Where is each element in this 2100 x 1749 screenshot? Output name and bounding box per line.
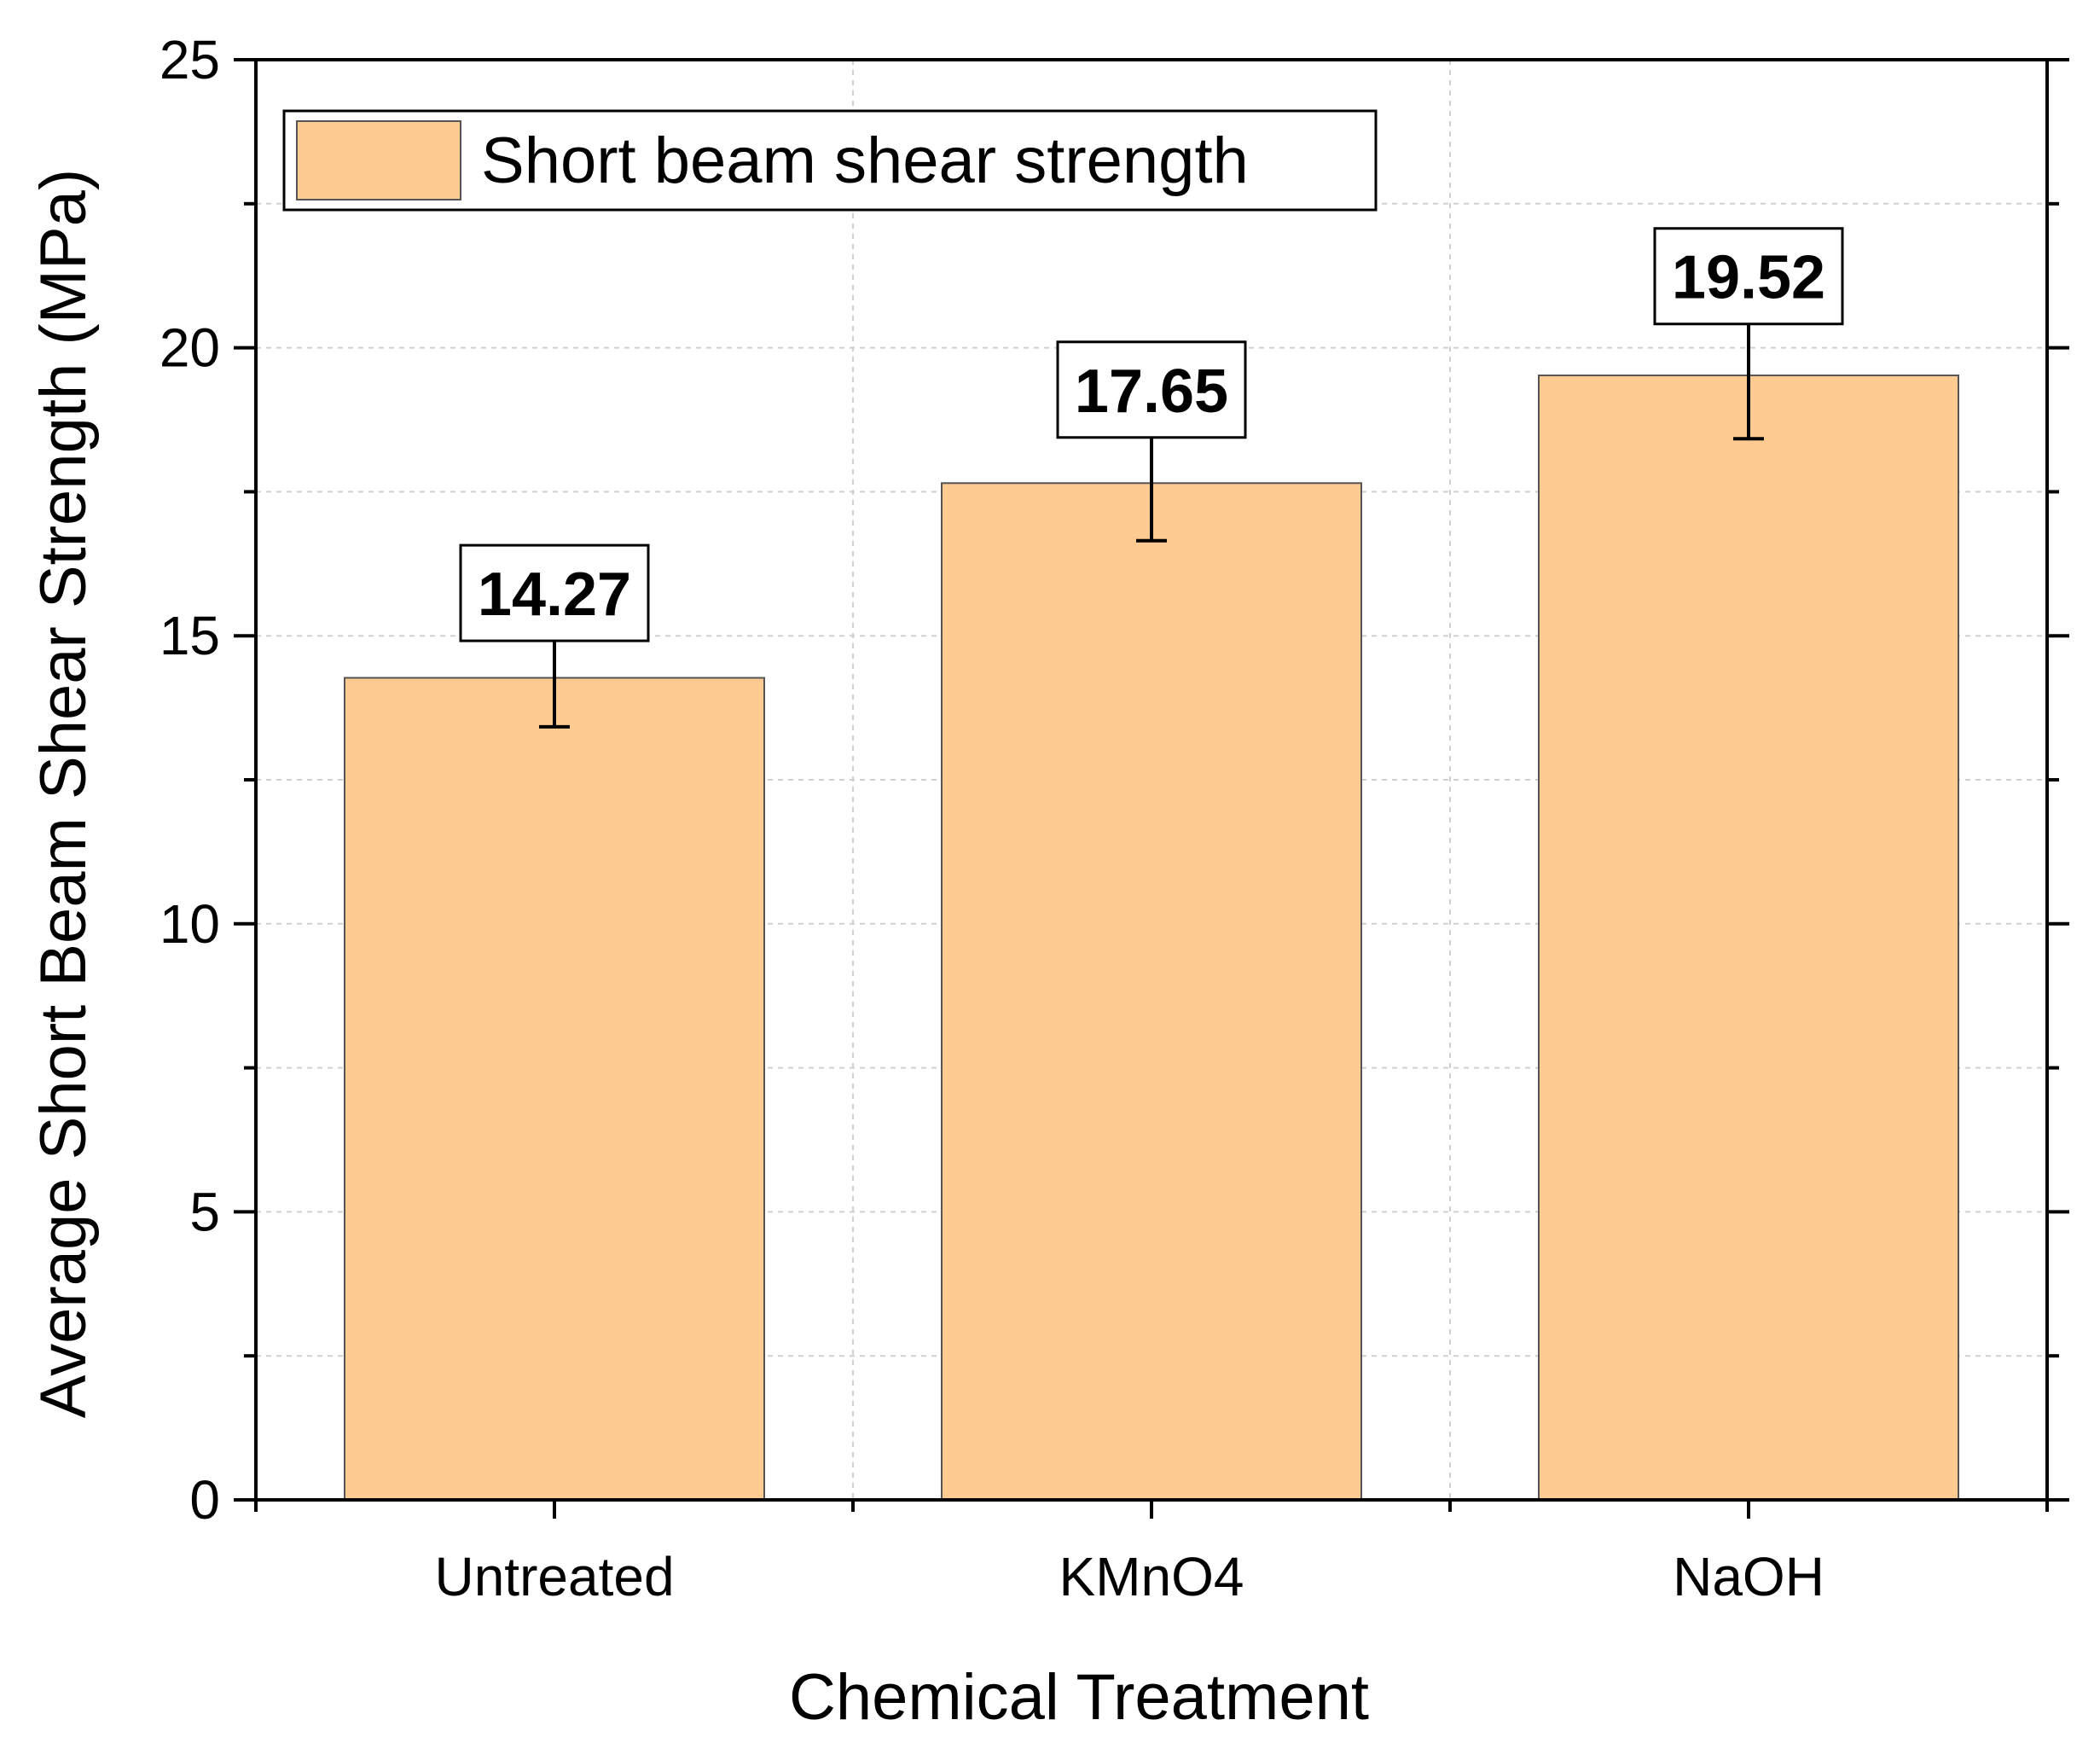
y-tick-label: 10 [160, 893, 220, 955]
legend-label: Short beam shear strength [481, 125, 1249, 197]
data-label-box [1653, 227, 1844, 326]
data-label-kmno4: 17.65 [1075, 357, 1228, 426]
x-tick-label-naoh: NaOH [1673, 1546, 1824, 1607]
data-label-box [1056, 340, 1247, 439]
legend-swatch [296, 120, 461, 200]
x-tick-label-untreated: Untreated [434, 1546, 674, 1607]
y-tick-label: 15 [160, 605, 220, 666]
legend-box [282, 109, 1378, 212]
bars [344, 375, 1959, 1501]
data-label-naoh: 19.52 [1672, 244, 1825, 312]
x-tick-label-kmno4: KMnO4 [1059, 1546, 1244, 1607]
y-tick-label: 0 [189, 1469, 220, 1531]
bar-untreated [344, 677, 765, 1501]
x-axis-ticks: Untreated KMnO4 NaOH [254, 1500, 2049, 1607]
x-axis-title: Chemical Treatment [789, 1661, 1369, 1734]
y-axis-ticks: 0 5 10 15 20 25 [160, 29, 2069, 1531]
data-label-untreated: 14.27 [478, 561, 631, 629]
y-tick-label: 5 [189, 1181, 220, 1242]
legend: Short beam shear strength [282, 109, 1378, 212]
data-labels: 14.27 17.65 19.52 [459, 227, 1844, 642]
y-axis-title: Average Short Beam Shear Strength (MPa) [27, 169, 100, 1418]
data-label-box [459, 543, 650, 642]
y-tick-label: 25 [160, 29, 220, 90]
bar-kmno4 [941, 482, 1362, 1501]
y-tick-label: 20 [160, 317, 220, 379]
bar-naoh [1538, 375, 1959, 1501]
